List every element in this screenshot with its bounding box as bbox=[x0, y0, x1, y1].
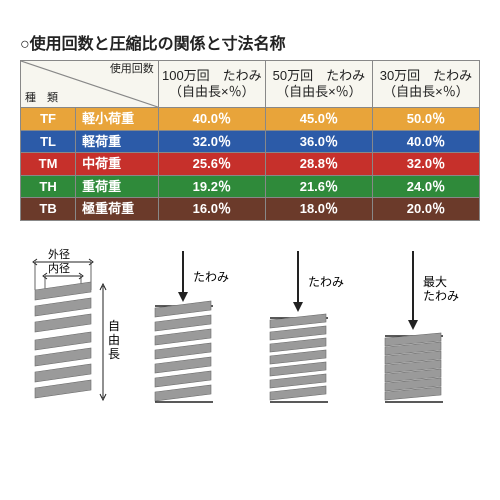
max-deflect-label-2: たわみ bbox=[423, 289, 459, 303]
row-value: 32.0％ bbox=[158, 130, 265, 153]
spring-deflect-2: たわみ bbox=[253, 246, 363, 416]
free-len-label-2: 由 bbox=[108, 333, 120, 347]
row-code: TH bbox=[21, 175, 76, 198]
corner-header: 使用回数 種 類 bbox=[21, 61, 159, 108]
spring-deflect-max: 最大 たわみ bbox=[368, 246, 478, 416]
spring-shape: 外径 内径 bbox=[33, 248, 120, 400]
row-value: 16.0％ bbox=[158, 198, 265, 221]
row-code: TF bbox=[21, 108, 76, 131]
row-value: 40.0％ bbox=[158, 108, 265, 131]
row-value: 28.8％ bbox=[265, 153, 372, 176]
spec-table: 使用回数 種 類 100万回 たわみ （自由長×％） 50万回 たわみ （自由長… bbox=[20, 60, 480, 221]
deflect-label-2: たわみ bbox=[308, 275, 344, 289]
row-value: 36.0％ bbox=[265, 130, 372, 153]
deflect-label-1: たわみ bbox=[193, 270, 229, 284]
max-deflect-label-1: 最大 bbox=[423, 275, 447, 289]
col-header-1-l1: 50万回 たわみ bbox=[273, 68, 365, 83]
corner-top-label: 使用回数 bbox=[110, 63, 154, 76]
row-value: 40.0％ bbox=[372, 130, 479, 153]
row-code: TB bbox=[21, 198, 76, 221]
free-len-label-1: 自 bbox=[108, 319, 120, 333]
row-value: 19.2％ bbox=[158, 175, 265, 198]
row-value: 45.0％ bbox=[265, 108, 372, 131]
col-header-0-l1: 100万回 たわみ bbox=[162, 68, 262, 83]
row-value: 25.6％ bbox=[158, 153, 265, 176]
row-value: 20.0％ bbox=[372, 198, 479, 221]
col-header-2: 30万回 たわみ （自由長×％） bbox=[372, 61, 479, 108]
row-code: TL bbox=[21, 130, 76, 153]
table-row: TM中荷重25.6％28.8％32.0％ bbox=[21, 153, 480, 176]
corner-bottom-label: 種 類 bbox=[25, 92, 58, 105]
spring-free: 外径 内径 bbox=[23, 246, 133, 416]
row-value: 18.0％ bbox=[265, 198, 372, 221]
col-header-1: 50万回 たわみ （自由長×％） bbox=[265, 61, 372, 108]
spring-deflect-1: たわみ bbox=[138, 246, 248, 416]
row-name: 軽小荷重 bbox=[76, 108, 159, 131]
row-name: 軽荷重 bbox=[76, 130, 159, 153]
row-value: 24.0％ bbox=[372, 175, 479, 198]
col-header-0: 100万回 たわみ （自由長×％） bbox=[158, 61, 265, 108]
table-row: TL軽荷重32.0％36.0％40.0％ bbox=[21, 130, 480, 153]
table-row: TF軽小荷重40.0％45.0％50.0％ bbox=[21, 108, 480, 131]
inner-d-label: 内径 bbox=[48, 261, 70, 275]
row-code: TM bbox=[21, 153, 76, 176]
row-value: 32.0％ bbox=[372, 153, 479, 176]
col-header-0-l2: （自由長×％） bbox=[169, 84, 255, 99]
col-header-2-l2: （自由長×％） bbox=[383, 84, 469, 99]
row-value: 50.0％ bbox=[372, 108, 479, 131]
table-row: TB極重荷重16.0％18.0％20.0％ bbox=[21, 198, 480, 221]
row-name: 極重荷重 bbox=[76, 198, 159, 221]
page-title: ○使用回数と圧縮比の関係と寸法名称 bbox=[20, 30, 480, 54]
row-name: 中荷重 bbox=[76, 153, 159, 176]
table-row: TH重荷重19.2％21.6％24.0％ bbox=[21, 175, 480, 198]
outer-d-label: 外径 bbox=[48, 248, 70, 261]
col-header-1-l2: （自由長×％） bbox=[276, 84, 362, 99]
row-name: 重荷重 bbox=[76, 175, 159, 198]
free-len-label-3: 長 bbox=[108, 347, 120, 361]
row-value: 21.6％ bbox=[265, 175, 372, 198]
diagram-row: 外径 内径 bbox=[20, 246, 480, 416]
col-header-2-l1: 30万回 たわみ bbox=[380, 68, 472, 83]
